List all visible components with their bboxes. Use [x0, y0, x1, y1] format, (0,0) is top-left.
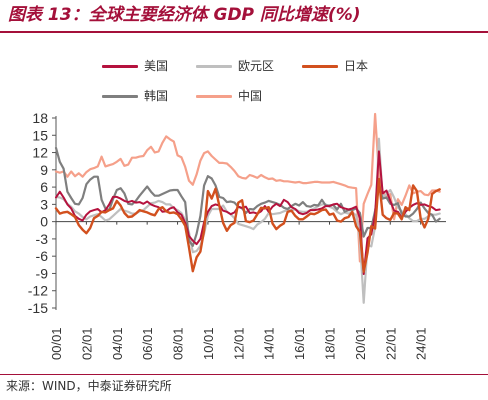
y-tick-label: 6	[40, 179, 48, 195]
x-axis: 00/01 02/01 04/01 06/01 08/01 10/01 12/01 14/01…	[49, 221, 446, 360]
x-tick-label: 22/01	[383, 327, 398, 360]
legend-label-us: 美国	[144, 59, 169, 73]
x-tick-label: 02/01	[79, 327, 94, 360]
source-rule	[0, 374, 488, 375]
legend-swatch-korea	[102, 95, 138, 98]
y-tick-label: 18	[32, 110, 48, 126]
x-tick-label: 24/01	[414, 327, 429, 360]
x-tick-label: 14/01	[262, 327, 277, 360]
y-tick-label: -6	[36, 248, 49, 264]
title-underline	[0, 31, 488, 33]
y-tick-label: 9	[40, 162, 48, 178]
x-tick-label: 06/01	[140, 327, 155, 360]
series-line-china	[54, 112, 441, 263]
x-tick-label: 00/01	[49, 327, 64, 360]
legend-label-japan: 日本	[344, 59, 369, 73]
x-tick-label: 08/01	[171, 327, 186, 360]
legend-label-china: 中国	[238, 89, 263, 103]
x-tick-label: 12/01	[231, 327, 246, 360]
y-tick-label: -9	[36, 265, 49, 281]
legend-label-eurozone: 欧元区	[238, 59, 275, 73]
legend-swatch-eurozone	[196, 65, 232, 68]
y-tick-label: -12	[28, 283, 48, 299]
plot-area	[54, 112, 441, 304]
y-tick-label: 15	[32, 127, 48, 143]
legend-swatch-japan	[302, 65, 338, 68]
y-tick-label: -3	[36, 231, 49, 247]
y-tick-label: -15	[28, 300, 48, 316]
x-tick-label: 10/01	[201, 327, 216, 360]
series-line-us	[55, 150, 441, 275]
y-tick-label: 3	[40, 196, 48, 212]
x-tick-label: 04/01	[110, 327, 125, 360]
y-tick-label: 0	[40, 214, 48, 230]
x-tick-label: 18/01	[323, 327, 338, 360]
series-line-japan	[54, 177, 441, 273]
source-note: 来源：WIND，中泰证券研究所	[6, 379, 172, 393]
x-tick-label: 16/01	[292, 327, 307, 360]
x-tick-label: 20/01	[353, 327, 368, 360]
y-tick-label: 12	[32, 145, 48, 161]
legend-swatch-us	[102, 65, 138, 68]
legend-label-korea: 韩国	[144, 89, 169, 103]
figure-title: 图表 13：全球主要经济体 GDP 同比增速(%)	[8, 5, 361, 25]
legend-swatch-china	[196, 95, 232, 98]
